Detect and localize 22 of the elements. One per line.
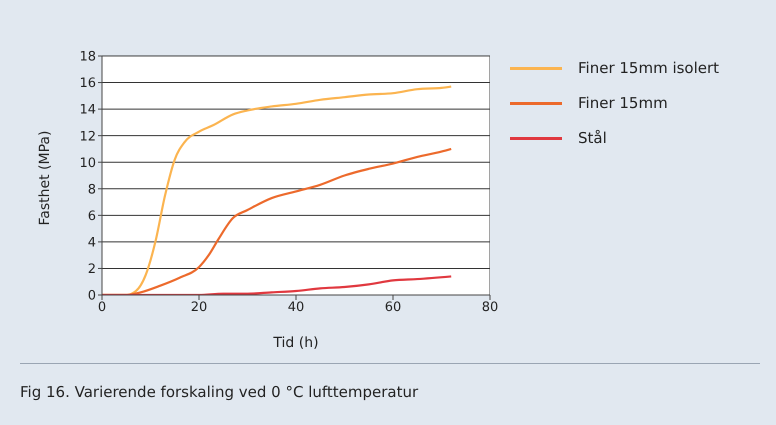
line-series — [102, 275, 452, 295]
caption: Fig 16. Varierende forskaling ved 0 °C lufttemperatur — [20, 383, 418, 401]
x-tick-label: 20 — [190, 300, 208, 316]
y-tick-label: 18 — [79, 50, 96, 65]
x-tick-label: 80 — [482, 300, 498, 316]
y-tick-label: 16 — [79, 76, 96, 92]
legend-label: Stål — [578, 129, 607, 147]
x-tick-label: 40 — [288, 300, 304, 316]
y-tick-label: 12 — [79, 129, 96, 144]
y-tick-label: 8 — [88, 182, 96, 198]
x-axis-title: Tid (h) — [272, 335, 319, 351]
y-tick-label: 10 — [79, 156, 96, 171]
y-tick-label: 2 — [88, 262, 96, 278]
y-tick-label: 14 — [79, 102, 96, 118]
x-tick-label: 60 — [384, 300, 402, 316]
y-tick-label: 6 — [88, 208, 96, 224]
y-tick-label: 4 — [88, 236, 96, 251]
y-axis-title: Fasthet (MPa) — [36, 130, 53, 226]
legend-label: Finer 15mm — [578, 94, 668, 112]
x-tick-label: 0 — [98, 300, 106, 316]
y-tick-label: 0 — [88, 288, 96, 304]
legend-label: Finer 15mm isolert — [578, 59, 720, 77]
